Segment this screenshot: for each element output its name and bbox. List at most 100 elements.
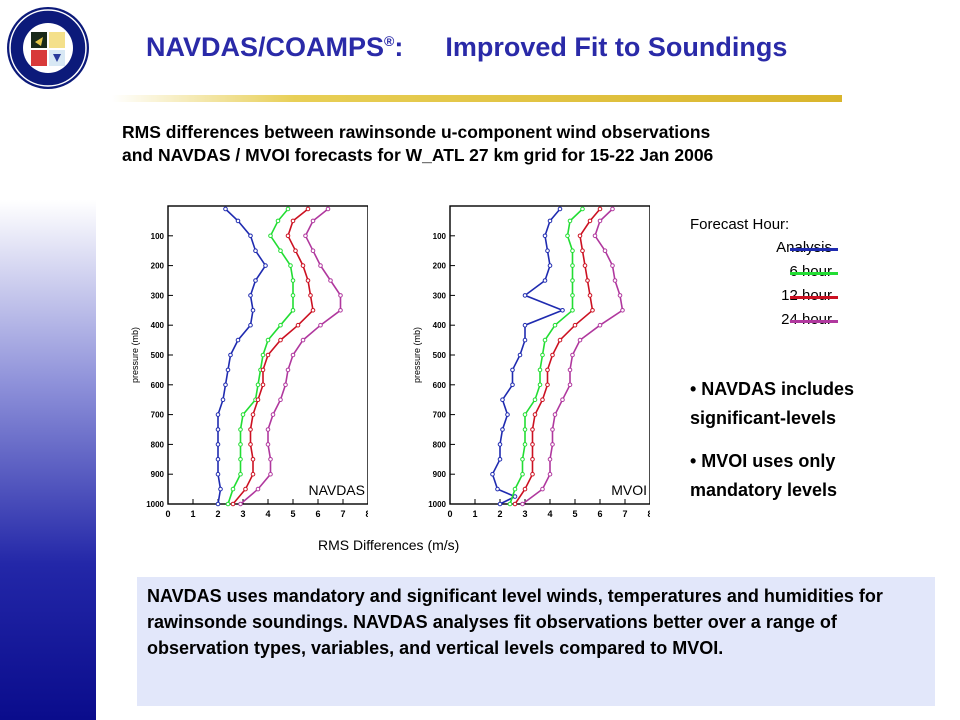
data-point <box>550 442 555 447</box>
data-point <box>300 263 306 268</box>
slide-title: NAVDAS/COAMPS®: Improved Fit to Soundings <box>146 32 787 63</box>
x-tick-label-4: 4 <box>547 509 552 519</box>
data-point <box>308 293 313 298</box>
data-point <box>310 218 316 224</box>
data-point <box>580 248 585 254</box>
data-point <box>542 337 548 343</box>
data-point <box>552 412 558 417</box>
data-point <box>587 293 593 298</box>
data-point <box>597 218 603 224</box>
summary-note: NAVDAS uses mandatory and significant le… <box>137 577 935 706</box>
data-point <box>542 233 548 239</box>
data-point <box>497 442 503 447</box>
data-point <box>537 382 543 388</box>
registered-mark: ® <box>384 33 395 49</box>
data-point <box>215 471 221 477</box>
data-point <box>567 382 573 388</box>
data-point <box>305 206 311 212</box>
data-point <box>285 367 291 373</box>
data-point <box>500 397 505 402</box>
data-point <box>260 352 266 358</box>
data-point <box>215 501 221 507</box>
data-point <box>240 412 246 417</box>
data-point <box>522 412 528 417</box>
data-point <box>278 322 283 328</box>
series-line-0 <box>491 208 565 505</box>
panel-label: MVOI <box>611 482 647 498</box>
data-point <box>490 471 495 477</box>
data-point <box>248 233 253 239</box>
y-tick-label-300: 300 <box>433 291 447 300</box>
data-point <box>338 293 343 298</box>
data-point <box>290 278 296 283</box>
plot-frame <box>449 205 650 505</box>
data-point <box>278 248 283 254</box>
decorative-sidebar <box>0 200 96 720</box>
x-tick-label-0: 0 <box>165 509 170 519</box>
legend-swatch <box>790 272 838 275</box>
data-point <box>585 278 590 283</box>
data-point <box>248 293 253 298</box>
data-point <box>547 263 553 268</box>
data-point <box>310 248 316 254</box>
legend-swatch <box>790 296 838 299</box>
naval-research-laboratory-seal <box>7 7 89 89</box>
subtitle-line-2: and NAVDAS / MVOI forecasts for W_ATL 27… <box>122 145 714 165</box>
data-point <box>250 412 256 417</box>
data-point <box>260 382 266 388</box>
bullet-mvoi: • MVOI uses only mandatory levels <box>690 451 838 500</box>
data-point <box>522 427 528 432</box>
data-point <box>263 263 268 268</box>
x-tick-label-3: 3 <box>240 509 245 519</box>
data-point <box>510 382 515 388</box>
y-tick-label-900: 900 <box>433 470 447 479</box>
data-point <box>552 322 558 328</box>
data-point <box>547 457 553 462</box>
legend-label: Analysis <box>776 239 832 256</box>
data-point <box>500 427 505 432</box>
data-point <box>620 308 625 313</box>
data-point <box>225 501 231 507</box>
data-point <box>275 218 281 224</box>
data-point <box>295 322 301 328</box>
data-point <box>520 471 525 477</box>
data-point <box>530 427 535 432</box>
y-tick-label-700: 700 <box>151 411 165 420</box>
data-point <box>587 218 593 224</box>
data-point <box>225 367 231 373</box>
x-tick-label-2: 2 <box>497 509 502 519</box>
y-tick-label-300: 300 <box>151 291 165 300</box>
data-point <box>550 352 555 358</box>
data-point <box>290 352 296 358</box>
data-point <box>238 501 243 507</box>
navdas-chart: 0 1 2 3 4 5 6 7 8 100 200 300 400 500 600 700 800 900 1000… <box>130 205 368 519</box>
y-tick-label-500: 500 <box>151 351 165 360</box>
y-tick-label-100: 100 <box>151 232 165 241</box>
data-point <box>238 471 243 477</box>
legend: Forecast Hour: Analysis 6 hour 12 hour 2… <box>690 216 890 335</box>
y-axis-label: pressure (mb) <box>412 327 422 383</box>
data-point <box>617 293 623 298</box>
data-point <box>610 206 615 212</box>
data-point <box>532 412 538 417</box>
data-point <box>560 308 565 313</box>
data-point <box>590 308 595 313</box>
legend-item-12-hour: 12 hour <box>690 287 890 311</box>
data-point <box>582 263 588 268</box>
data-point <box>220 397 226 402</box>
data-point <box>520 457 525 462</box>
x-tick-label-7: 7 <box>622 509 627 519</box>
data-point <box>497 501 503 507</box>
y-tick-label-400: 400 <box>433 321 447 330</box>
data-point <box>570 278 575 283</box>
title-divider <box>112 95 842 102</box>
data-point <box>283 382 288 388</box>
data-point <box>522 322 528 328</box>
data-point <box>570 293 575 298</box>
data-point <box>612 278 618 283</box>
data-point <box>268 233 273 239</box>
y-tick-label-200: 200 <box>433 262 447 271</box>
legend-swatch <box>790 248 838 251</box>
y-tick-label-1000: 1000 <box>428 500 446 509</box>
data-point <box>310 308 316 313</box>
